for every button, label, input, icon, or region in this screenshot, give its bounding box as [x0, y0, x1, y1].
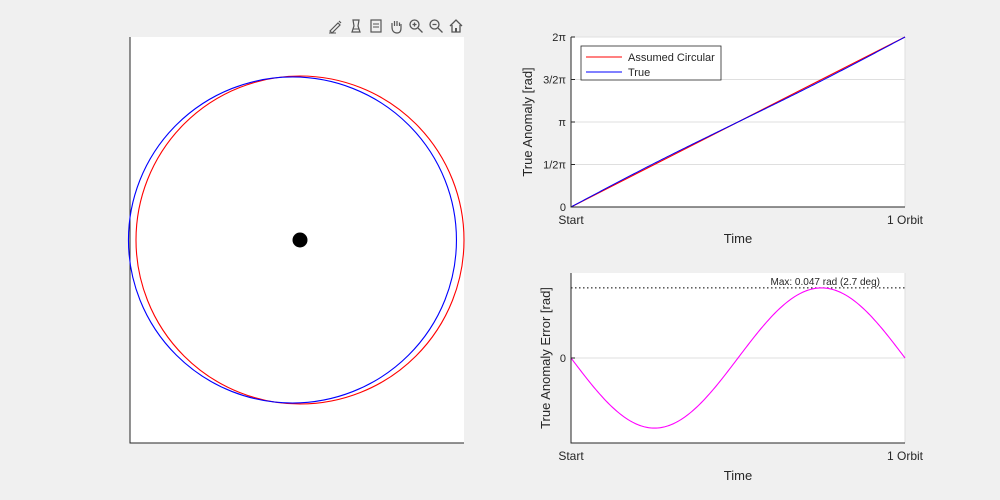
anomaly-legend[interactable]: Assumed Circular True [580, 45, 722, 81]
anomaly-y-tick-label: 2π [552, 32, 566, 44]
data-cursor-icon[interactable] [346, 17, 365, 36]
true-anomaly-line [570, 36, 906, 208]
brush-edit-icon[interactable] [326, 17, 345, 36]
legend-box [580, 45, 722, 81]
legend-label-assumed-circular: Assumed Circular [628, 52, 715, 64]
central-body [292, 232, 308, 248]
legend-icon[interactable] [366, 17, 385, 36]
anomaly-y-tick-label: 1/2π [543, 160, 566, 172]
anomaly-y-tick-label: π [558, 117, 566, 129]
orbit-plot [127, 37, 465, 444]
error-plot: 0 Start 1 Orbit Max: 0.047 rad (2.7 deg) T… [538, 273, 924, 483]
zoom-out-icon[interactable] [426, 17, 445, 36]
anomaly-y-label: True Anomaly [rad] [520, 67, 535, 176]
anomaly-plot: 0 1/2π π 3/2π 2π Start 1 Orbit Time True Anoma… [520, 32, 924, 246]
error-x-label: Time [724, 468, 752, 483]
anomaly-y-tick-label: 0 [560, 202, 566, 214]
figure-toolbar [326, 16, 465, 36]
legend-label-true: True [628, 67, 650, 79]
assumed-circular-orbit [135, 75, 465, 405]
pan-hand-icon[interactable] [386, 17, 405, 36]
anomaly-y-tick-label: 3/2π [543, 75, 566, 87]
error-plot-axes [570, 273, 905, 444]
max-error-annotation: Max: 0.047 rad (2.7 deg) [770, 277, 880, 288]
error-x-tick-label: Start [558, 449, 584, 463]
error-y-label: True Anomaly Error [rad] [538, 287, 553, 429]
anomaly-x-tick-label: Start [558, 213, 584, 227]
anomaly-x-label: Time [724, 231, 752, 246]
orbit-plot-axes [129, 37, 464, 444]
true-orbit [127, 76, 458, 404]
zoom-in-icon[interactable] [406, 17, 425, 36]
error-line [570, 287, 906, 429]
home-icon[interactable] [446, 17, 465, 36]
error-y-tick-label: 0 [560, 353, 566, 365]
error-x-tick-label: 1 Orbit [887, 449, 924, 463]
anomaly-x-tick-label: 1 Orbit [887, 213, 924, 227]
